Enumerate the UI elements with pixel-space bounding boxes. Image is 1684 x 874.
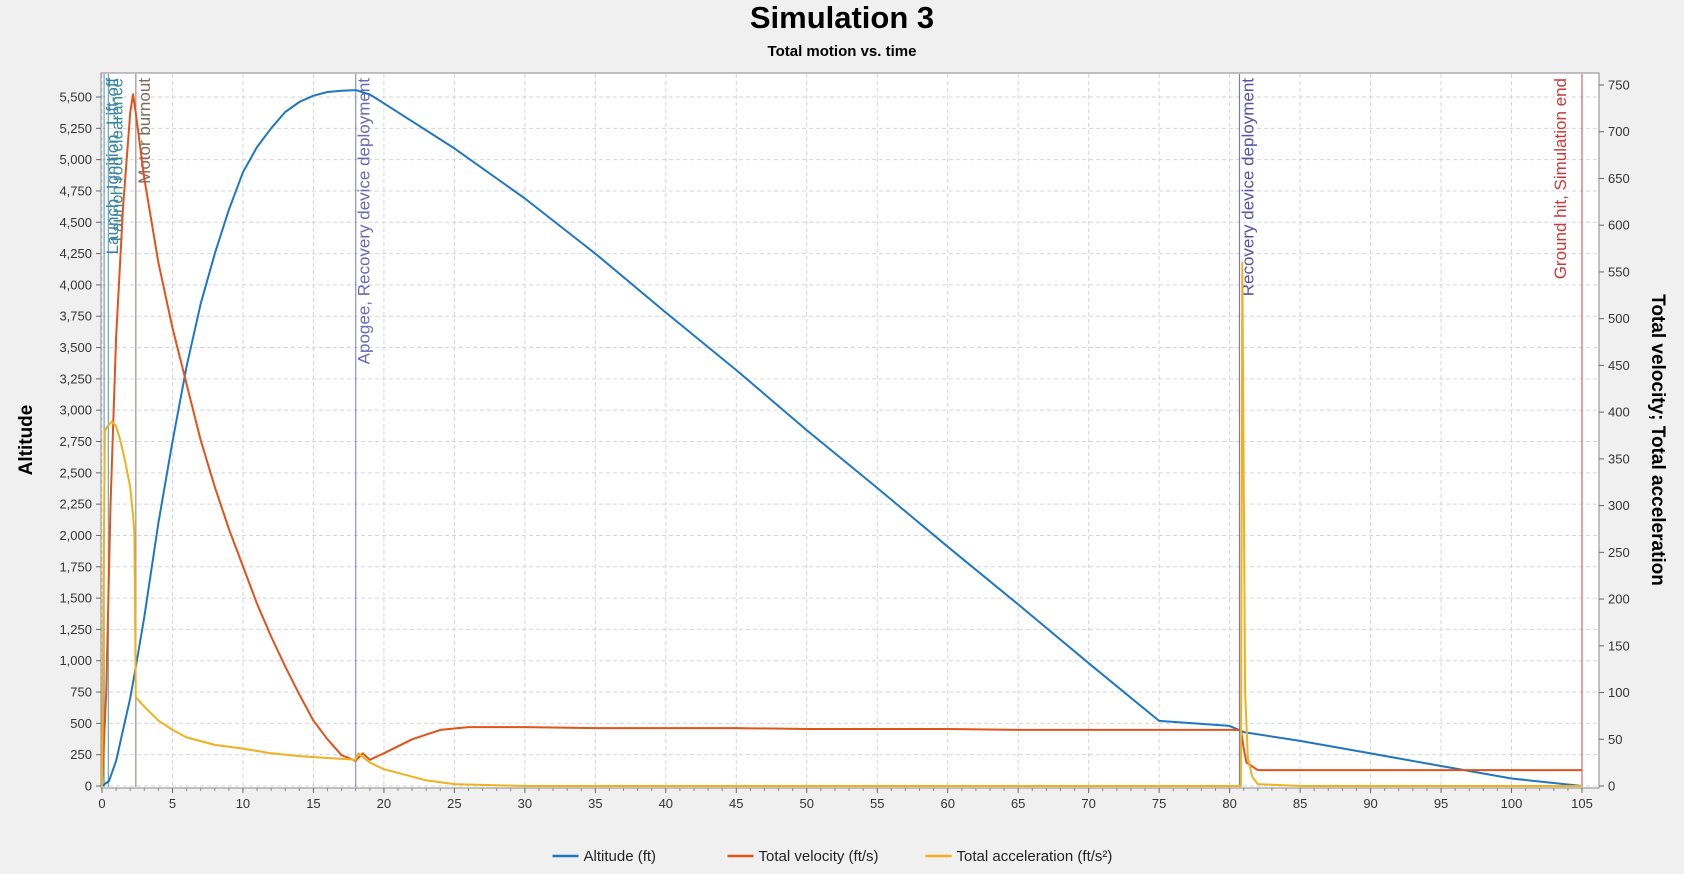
y2-tick-label: 50 [1608,732,1622,747]
chart-title: Simulation 3 [750,0,934,35]
y2-tick-label: 100 [1608,685,1630,700]
x-tick-label: 75 [1152,796,1166,811]
y2-tick-label: 350 [1608,451,1630,466]
x-tick-label: 0 [98,796,105,811]
y2-tick-label: 150 [1608,638,1630,653]
y-tick-label: 2,000 [59,528,92,543]
y-axis-label: Altitude [16,405,37,476]
x-tick-label: 55 [870,796,884,811]
y-tick-label: 5,250 [59,121,92,136]
x-tick-label: 60 [940,796,954,811]
y-tick-label: 750 [70,685,92,700]
legend-item: Altitude (ft) [584,848,657,865]
legend-item: Total acceleration (ft/s²) [957,848,1113,865]
x-tick-label: 70 [1081,796,1095,811]
y-tick-label: 3,750 [59,309,92,324]
x-axis-ticks: 0 5 10 15 20 25 30 35 40 45 50 55 60 65 70 75 80 85 90 95 10… [98,788,1593,811]
x-tick-label: 50 [800,796,814,811]
y2-tick-label: 300 [1608,498,1630,513]
y-tick-label: 1,250 [59,622,92,637]
y2-tick-label: 200 [1608,592,1630,607]
plot-area [100,72,1600,789]
x-tick-label: 30 [518,796,532,811]
x-tick-label: 100 [1501,796,1523,811]
y2-tick-label: 400 [1608,405,1630,420]
y-tick-label: 3,250 [59,371,92,386]
y2-axis-label: Total velocity; Total acceleration [1647,294,1668,586]
y-tick-label: 4,250 [59,246,92,261]
x-tick-label: 105 [1571,796,1593,811]
x-tick-label: 90 [1363,796,1377,811]
y2-tick-label: 750 [1608,78,1630,93]
legend-item: Total velocity (ft/s) [759,848,879,865]
y-tick-label: 0 [85,779,92,794]
y-tick-label: 250 [70,747,92,762]
y2-tick-label: 650 [1608,171,1630,186]
x-tick-label: 95 [1434,796,1448,811]
y-tick-label: 3,500 [59,340,92,355]
series-line [101,261,1582,787]
y2-tick-label: 700 [1608,124,1630,139]
x-tick-label: 25 [447,796,461,811]
y-tick-label: 4,000 [59,277,92,292]
y-tick-label: 3,000 [59,403,92,418]
x-tick-label: 80 [1222,796,1236,811]
legend: Altitude (ft) Total velocity (ft/s) Total … [552,848,1113,865]
x-tick-label: 45 [729,796,743,811]
y-tick-label: 5,000 [59,152,92,167]
y-tick-label: 5,500 [59,90,92,105]
y-tick-label: 2,500 [59,465,92,480]
y-tick-label: 4,500 [59,215,92,230]
y-tick-label: 1,000 [59,653,92,668]
event-label: Motor burnout [135,78,154,184]
y-tick-label: 500 [70,716,92,731]
y2-tick-label: 550 [1608,264,1630,279]
y2-tick-label: 450 [1608,358,1630,373]
event-label: Recovery device deployment [1238,78,1257,297]
y-tick-label: 2,250 [59,497,92,512]
x-tick-label: 35 [588,796,602,811]
y-tick-label: 1,750 [59,559,92,574]
x-tick-label: 10 [236,796,250,811]
x-tick-label: 20 [377,796,391,811]
y-axis-ticks: 0 250 500 750 1,000 1,250 1,500 1,750 2,000 2,250… [59,90,101,794]
x-tick-label: 5 [169,796,176,811]
y2-tick-label: 0 [1608,779,1615,794]
series-lines [101,89,1583,787]
x-tick-label: 65 [1011,796,1025,811]
chart-subtitle: Total motion vs. time [768,43,917,60]
x-tick-label: 15 [306,796,320,811]
event-label: Apogee, Recovery device deployment [355,78,374,365]
grid [101,74,1598,787]
series-line [101,89,1583,787]
y-tick-label: 2,750 [59,434,92,449]
y-tick-label: 4,750 [59,183,92,198]
y2-tick-label: 250 [1608,545,1630,560]
event-label: Launch rod clearance [107,78,126,242]
event-label: Ground hit, Simulation end [1551,78,1570,279]
y2-axis-ticks: 0 50 100 150 200 250 300 350 400 450 500 550 600 650 7… [1599,78,1630,794]
series-line [101,93,1582,787]
x-tick-label: 85 [1293,796,1307,811]
y2-tick-label: 500 [1608,311,1630,326]
y2-tick-label: 600 [1608,218,1630,233]
y-tick-label: 1,500 [59,591,92,606]
x-tick-label: 40 [659,796,673,811]
